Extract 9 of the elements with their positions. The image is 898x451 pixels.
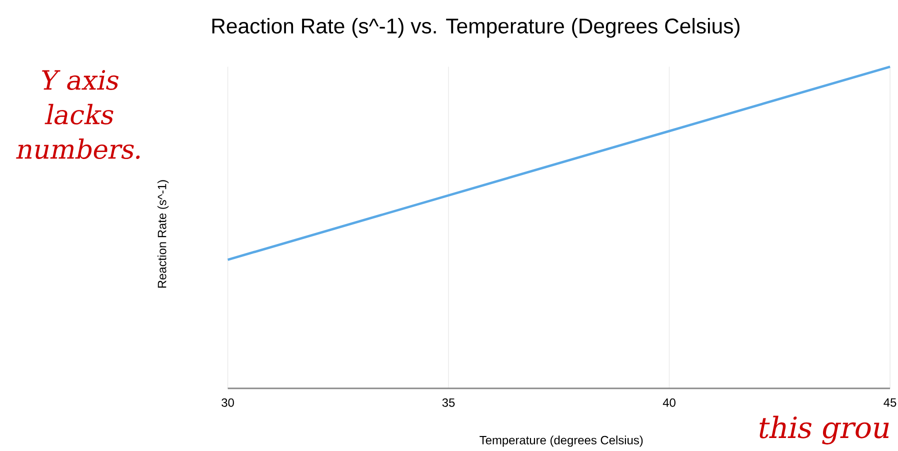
x-tick-label: 35 [442,398,455,407]
x-tick-label: 30 [222,398,234,407]
x-tick-label: 45 [884,398,896,407]
y-axis-title: Reaction Rate (s^-1) [157,180,169,288]
text: this grou [760,416,889,444]
text: Y axis lacks numbers. [16,70,140,159]
x-tick-label: 40 [662,398,676,407]
x-axis-title: Temperature (degrees Celsius) [480,436,643,447]
chart-title: Reaction Rate (s^-1) vs. Temperature (Degrees Celsius) [212,18,740,38]
